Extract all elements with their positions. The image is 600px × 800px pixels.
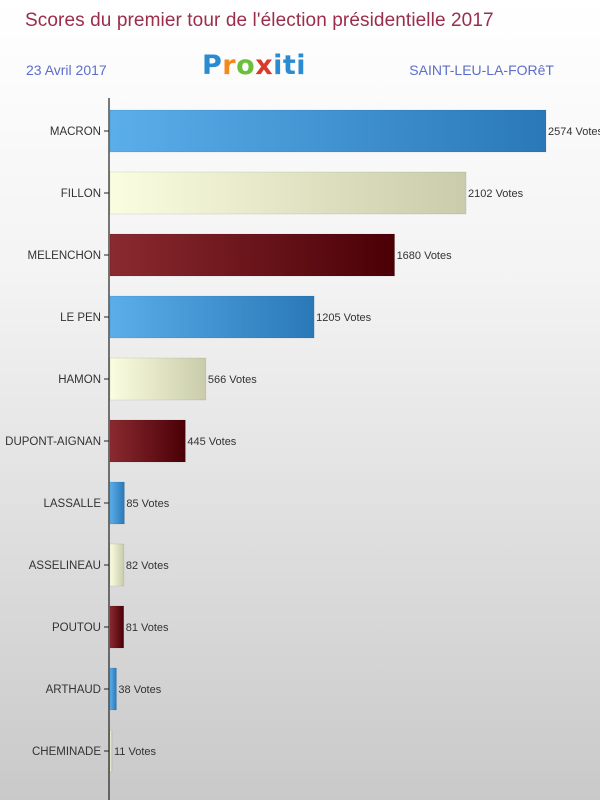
value-label: 2574 Votes bbox=[548, 126, 600, 138]
bar-arthaud bbox=[109, 667, 117, 711]
bar-fillon bbox=[109, 171, 467, 215]
category-label: MELENCHON bbox=[28, 250, 101, 262]
value-label: 2102 Votes bbox=[468, 188, 524, 200]
city-name: SAINT-LEU-LA-FORêT bbox=[409, 62, 554, 78]
bar-cheminade bbox=[109, 729, 113, 773]
bar-poutou bbox=[109, 605, 124, 649]
bar-le pen bbox=[109, 295, 315, 339]
category-label: CHEMINADE bbox=[32, 746, 101, 758]
value-label: 11 Votes bbox=[114, 746, 156, 758]
proxiti-logo: Proxiti bbox=[202, 50, 307, 81]
value-label: 38 Votes bbox=[118, 684, 161, 696]
value-label: 85 Votes bbox=[126, 498, 169, 510]
chart-title: Scores du premier tour de l'élection pré… bbox=[25, 10, 494, 31]
bar-hamon bbox=[109, 357, 207, 401]
value-label: 1680 Votes bbox=[397, 250, 453, 262]
election-date: 23 Avril 2017 bbox=[26, 62, 107, 78]
category-label: FILLON bbox=[61, 188, 101, 200]
category-label: LE PEN bbox=[60, 312, 101, 324]
bar-lassalle bbox=[109, 481, 125, 525]
bar-asselineau bbox=[109, 543, 125, 587]
category-label: ASSELINEAU bbox=[29, 560, 101, 572]
category-label: POUTOU bbox=[52, 622, 101, 634]
value-label: 445 Votes bbox=[187, 436, 236, 448]
value-label: 1205 Votes bbox=[316, 312, 372, 324]
value-label: 81 Votes bbox=[126, 622, 169, 634]
category-label: HAMON bbox=[58, 374, 101, 386]
bar-melenchon bbox=[109, 233, 395, 277]
category-label: ARTHAUD bbox=[46, 684, 101, 696]
bar-macron bbox=[109, 109, 547, 153]
category-label: LASSALLE bbox=[43, 498, 101, 510]
value-label: 82 Votes bbox=[126, 560, 169, 572]
category-label: MACRON bbox=[50, 126, 101, 138]
bar-dupont-aignan bbox=[109, 419, 186, 463]
category-label: DUPONT-AIGNAN bbox=[5, 436, 101, 448]
value-label: 566 Votes bbox=[208, 374, 257, 386]
